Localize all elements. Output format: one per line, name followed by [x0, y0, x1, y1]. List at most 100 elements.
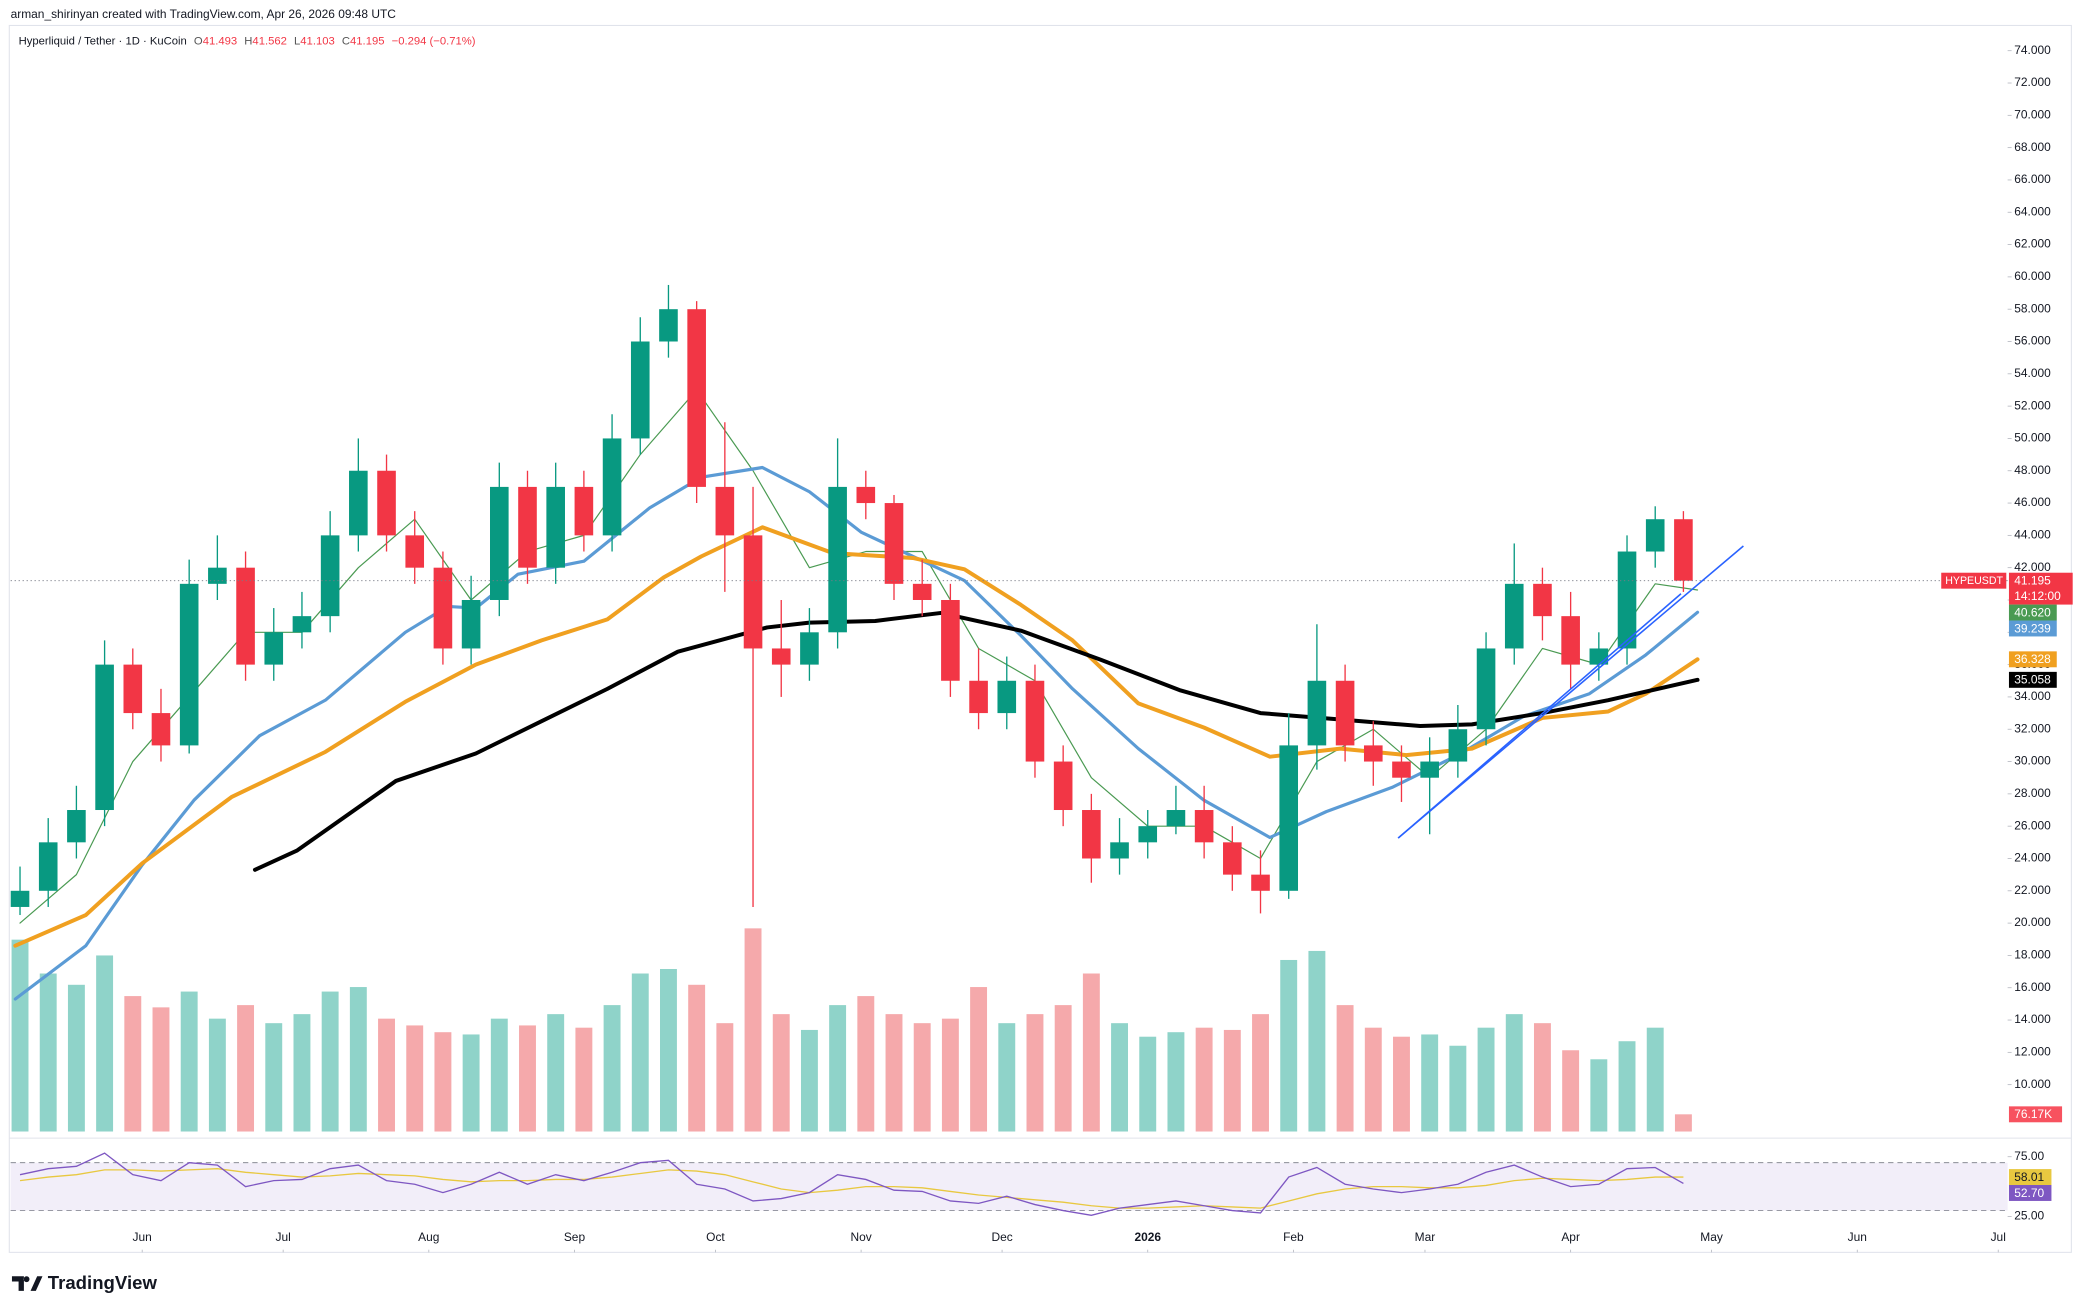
volume-label-box — [2008, 1106, 2063, 1123]
candle-body — [1617, 551, 1637, 649]
y-tick-label: 20.000 — [2014, 915, 2051, 929]
candle-body — [123, 664, 143, 714]
rsi-label: 52.70 — [2014, 1186, 2044, 1200]
candle-body — [1251, 874, 1270, 891]
candle-body — [743, 535, 763, 649]
volume-bar — [406, 1025, 424, 1132]
volume-bar — [998, 1023, 1016, 1132]
candle-body — [1025, 680, 1045, 762]
candle-body — [95, 664, 114, 811]
candle-body — [1110, 842, 1129, 859]
x-tick-label: Dec — [991, 1230, 1012, 1244]
x-tick-label: Apr — [1561, 1230, 1580, 1244]
volume-bar — [744, 928, 762, 1132]
change: −0.294 (−0.71%) — [392, 35, 476, 47]
volume-bar — [96, 955, 114, 1132]
volume-bar — [547, 1014, 565, 1132]
x-tick-label: Sep — [564, 1230, 586, 1244]
candle-body — [1561, 616, 1580, 665]
ma-label-box — [2008, 671, 2057, 688]
x-tick-label: Jul — [276, 1230, 291, 1244]
candle-body — [1335, 680, 1355, 746]
y-tick-label: 72.000 — [2014, 75, 2051, 89]
ohlc-value: 41.493 — [203, 35, 237, 47]
volume-bar — [1280, 959, 1298, 1132]
volume-bar — [1505, 1014, 1523, 1132]
ma-label: 39.239 — [2014, 621, 2051, 635]
y-tick-label: 10.000 — [2014, 1077, 2051, 1091]
volume-bar — [1336, 1005, 1354, 1132]
volume-bar — [772, 1014, 790, 1132]
logo-mark — [11, 1276, 43, 1291]
candle-body — [489, 486, 509, 600]
moving-average — [252, 610, 1700, 872]
candle-body — [1166, 810, 1186, 827]
rsi-ma-label: 58.01 — [2014, 1170, 2044, 1184]
x-tick-label: Jun — [1848, 1230, 1867, 1244]
candle-body — [1082, 810, 1101, 859]
volume-bar — [208, 1018, 226, 1132]
candle-body — [630, 341, 650, 439]
y-tick-label: 60.000 — [2014, 269, 2051, 283]
logo-text: TradingView — [48, 1272, 158, 1293]
volume-bar — [1223, 1029, 1241, 1132]
candle-body — [800, 632, 819, 665]
candle-body — [602, 438, 622, 536]
volume-bar — [1139, 1036, 1157, 1132]
volume-bar — [237, 1005, 255, 1132]
volume-bar — [1364, 1027, 1382, 1132]
y-tick-label: 54.000 — [2014, 366, 2051, 380]
x-tick-label: Jul — [1991, 1230, 2006, 1244]
rsi-band — [10, 1162, 2008, 1211]
volume-bar — [688, 984, 706, 1132]
price-box — [2008, 572, 2073, 605]
logo: TradingView — [11, 1272, 158, 1293]
volume-bar — [490, 1018, 508, 1132]
rsi-tick-label: 25.00 — [2014, 1209, 2044, 1223]
candle-body — [1307, 680, 1327, 746]
x-tick-label: Oct — [706, 1230, 725, 1244]
ohlc-key: L — [294, 35, 300, 47]
volume-bar — [1618, 1041, 1636, 1132]
ohlc-value: 41.195 — [350, 35, 384, 47]
y-tick-label: 70.000 — [2014, 107, 2051, 121]
candle-body — [377, 470, 396, 536]
y-tick-label: 28.000 — [2014, 786, 2051, 800]
y-tick-label: 46.000 — [2014, 495, 2051, 509]
volume-bar — [1111, 1023, 1129, 1132]
volume-bar — [1167, 1032, 1185, 1132]
y-tick-label: 22.000 — [2014, 883, 2051, 897]
volume-label: 76.17K — [2014, 1107, 2052, 1121]
candle-body — [208, 567, 227, 584]
candle-body — [67, 810, 86, 843]
volume-bar — [124, 996, 142, 1132]
candle-body — [969, 680, 988, 714]
candle-body — [1448, 729, 1468, 762]
y-tick-label: 66.000 — [2014, 172, 2051, 186]
volume-bar — [1082, 973, 1100, 1132]
volume-bar — [39, 973, 57, 1132]
volume-bar — [1308, 950, 1326, 1132]
candle-body — [574, 486, 594, 536]
volume-bar — [1562, 1050, 1580, 1132]
y-tick-label: 12.000 — [2014, 1045, 2051, 1059]
candle-body — [38, 842, 58, 891]
symbol-label: HYPEUSDT — [1945, 575, 2003, 587]
y-tick-label: 64.000 — [2014, 204, 2051, 218]
plot: 10.000 12.000 14.000 16.000 18.000 20.000 22.0… — [10, 43, 2073, 1253]
candle-body — [236, 567, 255, 665]
y-tick-label: 50.000 — [2014, 431, 2051, 445]
y-tick-label: 68.000 — [2014, 140, 2051, 154]
candle-body — [1138, 826, 1158, 843]
volume-bar — [885, 1014, 903, 1132]
candle-body — [1194, 810, 1214, 843]
candle-body — [1674, 519, 1693, 581]
y-tick-label: 58.000 — [2014, 301, 2051, 315]
volume-bar — [941, 1018, 959, 1132]
ohlc-value: 41.103 — [300, 35, 334, 47]
volume-bar — [1054, 1005, 1072, 1132]
volume-bar — [152, 1007, 170, 1132]
candle-body — [518, 486, 537, 568]
volume-bar — [1449, 1045, 1467, 1132]
